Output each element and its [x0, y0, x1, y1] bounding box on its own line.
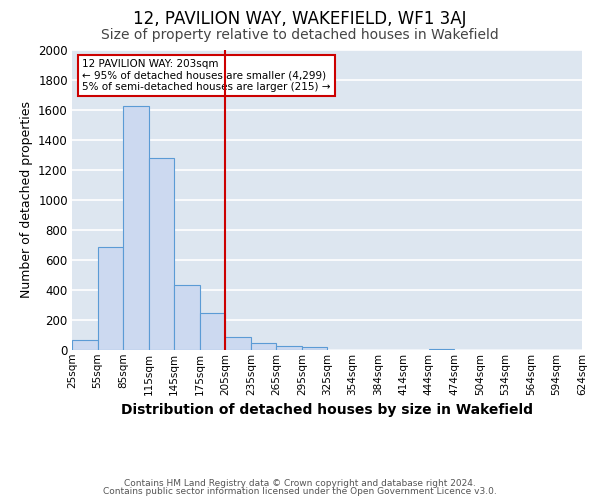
- Bar: [149, 158, 174, 350]
- Bar: [429, 348, 454, 350]
- Y-axis label: Number of detached properties: Number of detached properties: [20, 102, 32, 298]
- Bar: [98, 246, 123, 350]
- Bar: [302, 347, 328, 350]
- Text: 12, PAVILION WAY, WAKEFIELD, WF1 3AJ: 12, PAVILION WAY, WAKEFIELD, WF1 3AJ: [133, 10, 467, 28]
- Text: 12 PAVILION WAY: 203sqm
← 95% of detached houses are smaller (4,299)
5% of semi-: 12 PAVILION WAY: 203sqm ← 95% of detache…: [82, 59, 331, 92]
- Bar: [123, 106, 149, 350]
- Text: Contains public sector information licensed under the Open Government Licence v3: Contains public sector information licen…: [103, 487, 497, 496]
- Bar: [200, 312, 225, 350]
- Text: Contains HM Land Registry data © Crown copyright and database right 2024.: Contains HM Land Registry data © Crown c…: [124, 478, 476, 488]
- Text: Size of property relative to detached houses in Wakefield: Size of property relative to detached ho…: [101, 28, 499, 42]
- Bar: [251, 342, 277, 350]
- Bar: [174, 285, 200, 350]
- Bar: [277, 346, 302, 350]
- X-axis label: Distribution of detached houses by size in Wakefield: Distribution of detached houses by size …: [121, 403, 533, 417]
- Bar: [225, 338, 251, 350]
- Bar: [72, 340, 98, 350]
